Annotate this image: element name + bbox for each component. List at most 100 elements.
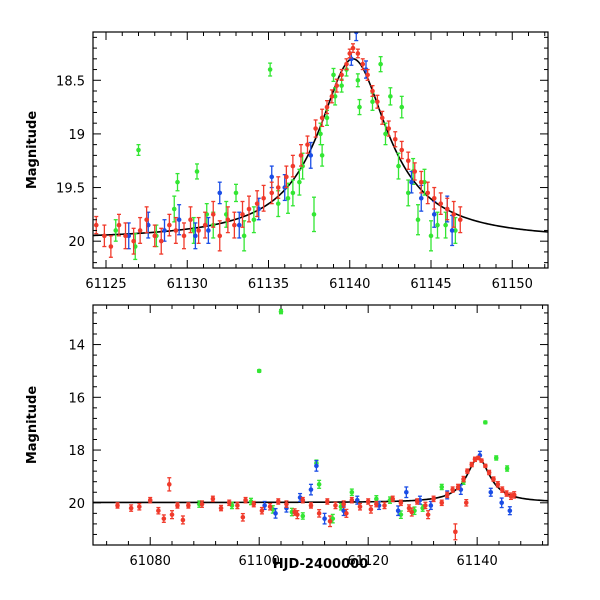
data-point-green [422,179,427,185]
data-point-red [469,462,475,467]
x-tick-label: 61080 [130,554,171,569]
data-point-red [144,217,149,223]
data-point-red [175,503,180,508]
model-curve [93,58,548,237]
data-point-red [173,228,179,233]
data-point-red [370,88,375,94]
data-point-blue [488,489,494,495]
series-blue [126,32,455,250]
data-point-green [290,190,296,196]
data-point-green [399,104,405,110]
data-point-green [398,512,404,517]
data-point-blue [126,233,132,239]
data-point-red [418,179,424,185]
data-point-red [463,500,469,506]
x-tick-label: 61100 [239,554,280,569]
data-point-green [275,201,281,206]
data-point-red [334,83,340,88]
data-point-red [254,201,260,206]
data-point-green [319,153,325,158]
data-point-red [455,484,461,490]
data-point-blue [176,217,182,223]
data-point-red [240,515,246,520]
data-point-red [316,511,322,516]
data-point-red [319,115,325,121]
data-point-red [284,501,289,507]
data-point-green [439,484,445,490]
data-point-red [290,163,296,169]
data-point-blue [269,174,275,180]
data-point-red [495,482,501,487]
data-point-red [325,499,330,504]
data-point-red [243,497,248,503]
data-point-blue [409,179,414,185]
data-point-green [493,455,499,461]
data-point-green [113,228,119,233]
y-tick-label: 18.5 [56,74,85,89]
x-tick-label: 61145 [410,277,451,292]
data-point-green [267,67,273,72]
data-point-red [461,476,466,482]
data-point-red [259,508,265,514]
data-point-green [428,233,434,239]
data-point-red [196,228,201,233]
data-point-red [235,503,240,508]
data-point-green [233,190,239,196]
data-point-green [349,489,355,495]
data-point-red [491,476,496,482]
top-panel: 61125 61130 61135 61140 61145 61150 18.5 19 19.5… [25,31,549,292]
data-point-green [256,368,262,374]
data-point-red [284,174,289,180]
data-point-red [483,463,488,469]
data-point-red [499,487,505,492]
data-point-red [202,222,208,228]
x-tick-label: 61130 [167,277,208,292]
data-point-green [443,222,448,228]
data-point-red [313,126,318,131]
data-point-red [226,500,232,506]
series-red [115,455,517,541]
data-point-green [311,212,317,217]
data-point-red [375,99,380,105]
data-point-red [347,51,353,56]
data-point-red [357,504,363,510]
plot-frame [92,304,549,546]
data-point-green [278,309,284,314]
data-point-red [180,517,186,523]
data-point-green [378,61,383,67]
data-point-red [137,228,143,233]
data-point-blue [162,228,167,233]
data-point-green [332,94,338,99]
data-point-red [137,504,142,510]
data-point-green [504,466,510,471]
data-point-red [108,244,114,249]
data-point-blue [262,503,267,508]
data-point-green [383,131,388,137]
data-point-green [435,222,440,228]
data-point-red [444,206,450,212]
data-point-red [166,482,172,487]
y-tick-label: 20 [68,497,85,512]
x-axis-label: HJD-2400000 [273,557,368,572]
data-point-red [275,499,281,504]
x-tick-label: 61125 [85,277,126,292]
y-tick-label: 14 [68,339,85,354]
data-point-green [388,94,393,99]
data-point-green [370,99,375,105]
data-point-green [316,482,322,487]
data-point-red [199,501,205,507]
y-tick-label: 18 [68,444,85,459]
data-point-blue [418,195,424,201]
data-point-red [115,503,120,508]
data-point-red [382,503,387,508]
data-point-red [398,500,404,506]
y-tick-label: 19.5 [56,182,85,197]
data-point-red [210,212,216,217]
data-point-red [147,497,153,503]
data-point-red [365,72,370,78]
data-point-red [161,516,167,521]
data-point-red [131,238,136,244]
data-point-red [225,217,231,223]
data-point-red [123,233,128,239]
